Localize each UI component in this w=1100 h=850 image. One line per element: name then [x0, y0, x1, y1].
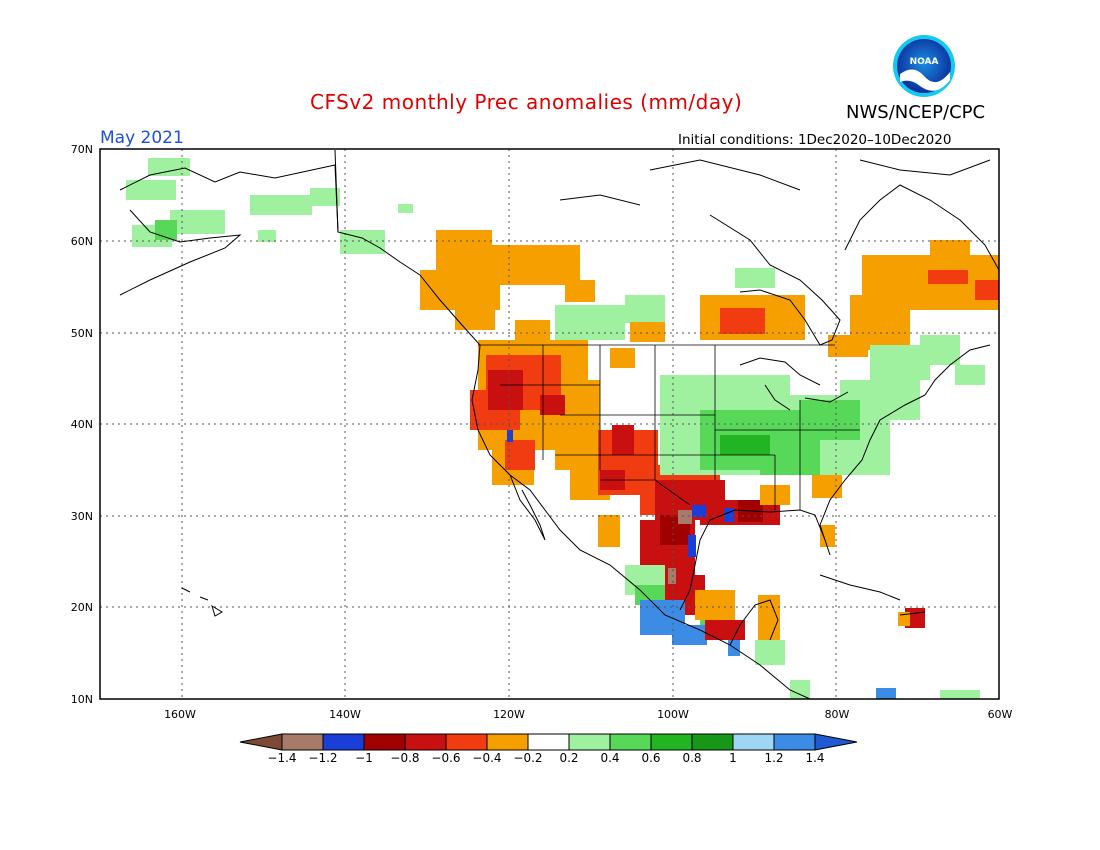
- map-frame: [99, 148, 1000, 700]
- svg-text:NOAA: NOAA: [910, 57, 939, 67]
- initial-conditions-label: Initial conditions: 1Dec2020–10Dec2020: [678, 132, 952, 148]
- anomaly-quebec: [828, 240, 999, 357]
- colorbar-tick-label: −0.6: [431, 751, 461, 765]
- lat-label-20n: 20N: [70, 601, 93, 614]
- anomaly-southern-mexico: [640, 600, 740, 656]
- colorbar: [239, 733, 858, 751]
- colorbar-tick-label: −0.8: [390, 751, 420, 765]
- colorbar-tick-label: −0.2: [513, 751, 543, 765]
- lon-label-80w: 80W: [824, 708, 850, 721]
- colorbar-swatch: [773, 733, 816, 751]
- lat-label-10n: 10N: [70, 693, 93, 706]
- colorbar-swatch: [527, 733, 570, 751]
- coastlines: [119, 149, 999, 699]
- political-borders: [478, 344, 860, 510]
- colorbar-arrow-low: [239, 733, 283, 751]
- colorbar-tick-label: −1.4: [267, 751, 297, 765]
- anomaly-western-canada: [420, 230, 595, 345]
- colorbar-swatch: [732, 733, 775, 751]
- colorbar-swatch: [445, 733, 488, 751]
- period-label: May 2021: [100, 128, 184, 148]
- colorbar-tick-label: 1.4: [805, 751, 825, 765]
- colorbar-tick-label: −0.4: [472, 751, 502, 765]
- colorbar-swatch: [486, 733, 529, 751]
- colorbar-tick-label: −1: [355, 751, 373, 765]
- lat-label-50n: 50N: [70, 327, 93, 340]
- lon-label-120w: 120W: [493, 708, 525, 721]
- colorbar-tick-label: 0.8: [682, 751, 702, 765]
- colorbar-arrow-high: [814, 733, 858, 751]
- lon-label-160w: 160W: [164, 708, 196, 721]
- colorbar-swatch: [609, 733, 652, 751]
- colorbar-swatch: [650, 733, 693, 751]
- agency-label: NWS/NCEP/CPC: [846, 102, 986, 123]
- anomaly-field: [100, 149, 999, 699]
- colorbar-swatch: [404, 733, 447, 751]
- figure-title: CFSv2 monthly Prec anomalies (mm/day): [310, 90, 743, 114]
- colorbar-tick-label: 0.4: [600, 751, 620, 765]
- colorbar-tick-label: 1.2: [764, 751, 784, 765]
- lon-label-100w: 100W: [657, 708, 689, 721]
- anomaly-california: [488, 370, 634, 490]
- lat-label-30n: 30N: [70, 510, 93, 523]
- colorbar-tick-label: −1.2: [308, 751, 338, 765]
- lat-label-40n: 40N: [70, 418, 93, 431]
- lon-label-60w: 60W: [987, 708, 1013, 721]
- colorbar-tick-label: 0.2: [559, 751, 579, 765]
- colorbar-tick-label: 0.6: [641, 751, 661, 765]
- colorbar-swatch: [691, 733, 734, 751]
- lon-label-140w: 140W: [329, 708, 361, 721]
- noaa-logo-icon: NOAA: [893, 35, 955, 97]
- lat-label-70n: 70N: [70, 143, 93, 156]
- colorbar-swatch: [363, 733, 406, 751]
- colorbar-tick-label: 1: [729, 751, 737, 765]
- colorbar-swatch: [568, 733, 611, 751]
- colorbar-swatch: [322, 733, 365, 751]
- colorbar-swatch: [281, 733, 324, 751]
- graticule: [100, 149, 999, 699]
- lat-label-60n: 60N: [70, 235, 93, 248]
